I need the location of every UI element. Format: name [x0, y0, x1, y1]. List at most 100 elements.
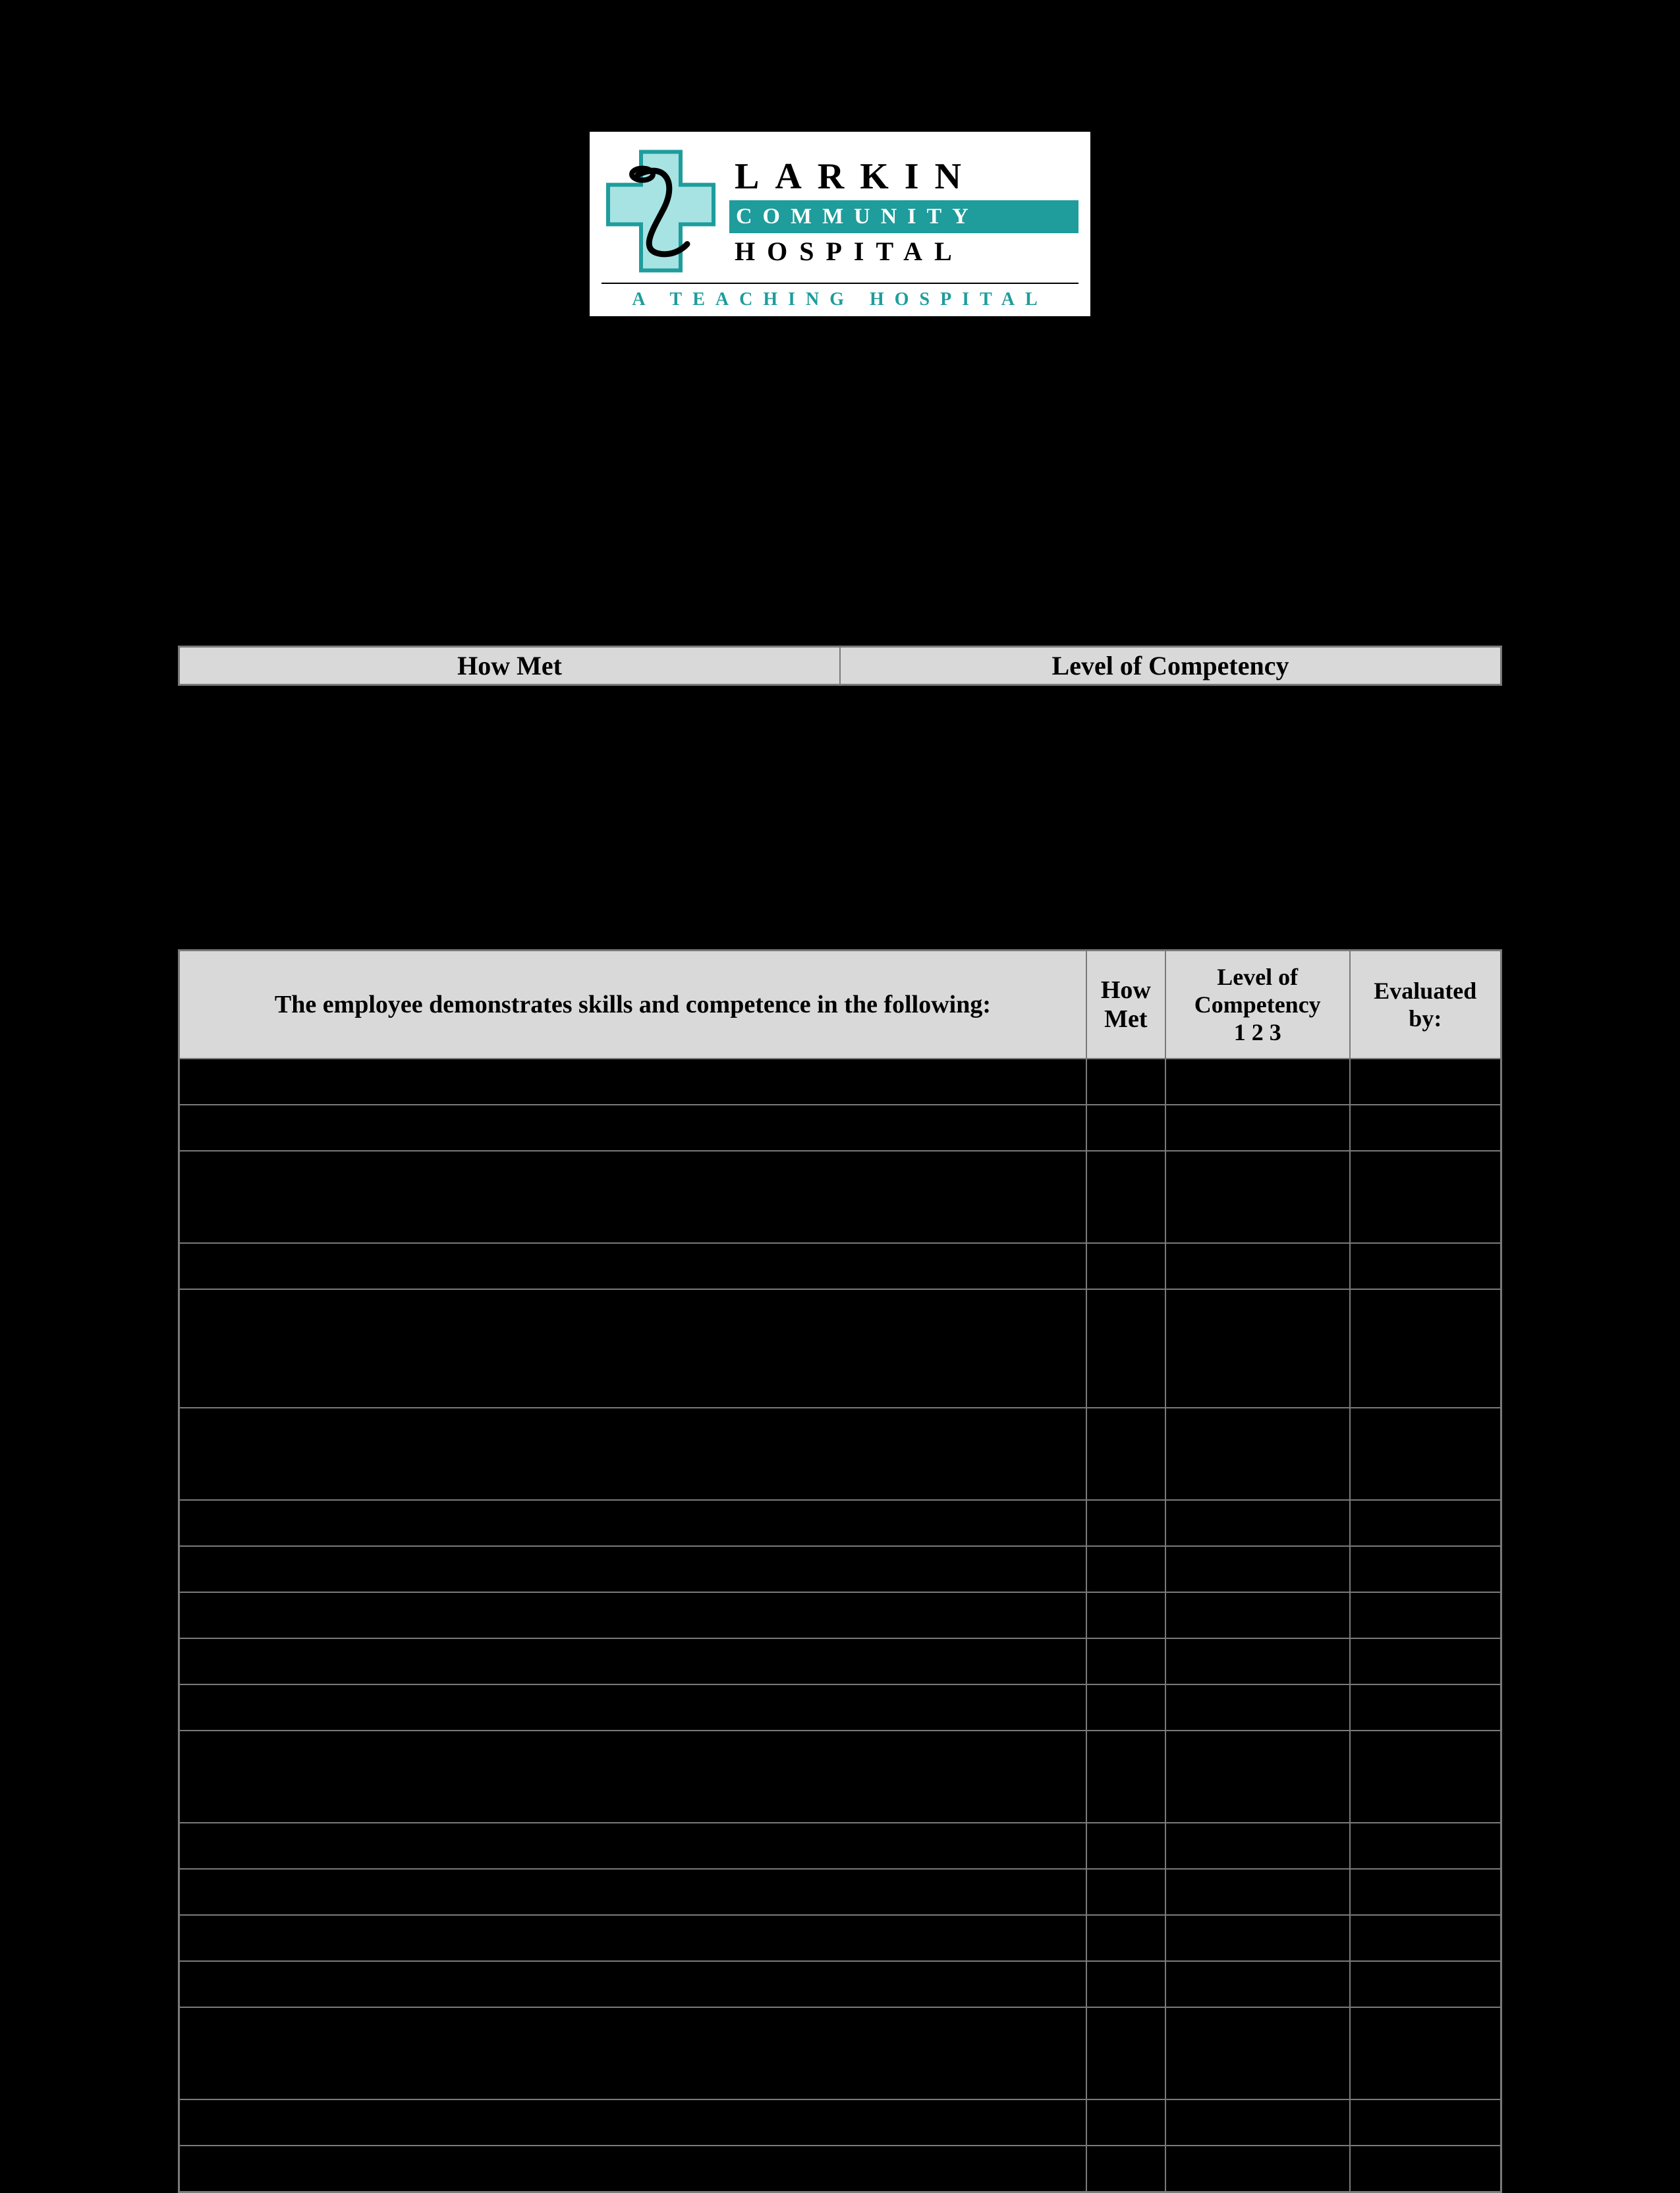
table-row [179, 1915, 1501, 1961]
table-cell [1350, 1638, 1501, 1684]
table-cell [1165, 1823, 1350, 1869]
table-cell [1086, 1869, 1165, 1915]
table-cell [1086, 1059, 1165, 1105]
table-cell [1086, 1408, 1165, 1500]
table-row [179, 1151, 1501, 1243]
logo-line-1: LARKIN [729, 155, 1078, 198]
table-cell [1086, 1500, 1165, 1546]
table-cell [1350, 1151, 1501, 1243]
table-cell [1165, 2146, 1350, 2192]
table-row [179, 1243, 1501, 1289]
table-cell [1350, 1059, 1501, 1105]
table-cell [1350, 1684, 1501, 1731]
comp-header-how: How Met [1086, 951, 1165, 1059]
table-cell [1350, 1500, 1501, 1546]
table-cell [1165, 1059, 1350, 1105]
table-cell [1086, 1289, 1165, 1408]
table-row [179, 1684, 1501, 1731]
table-cell [1086, 1915, 1165, 1961]
table-cell [1086, 1592, 1165, 1638]
table-cell [1086, 2099, 1165, 2146]
table-cell [179, 2007, 1086, 2099]
table-cell [1165, 1105, 1350, 1151]
table-cell [1165, 1915, 1350, 1961]
table-cell [1165, 1961, 1350, 2007]
logo-cross-icon [602, 144, 720, 279]
table-cell [1165, 1684, 1350, 1731]
table-cell [1086, 1638, 1165, 1684]
logo-line-2: COMMUNITY [729, 200, 1078, 233]
table-cell [1165, 1546, 1350, 1592]
logo-tagline: A TEACHING HOSPITAL [602, 283, 1078, 310]
table-cell [1350, 1869, 1501, 1915]
table-cell [1086, 1151, 1165, 1243]
table-cell [1086, 1731, 1165, 1823]
table-cell [1086, 1546, 1165, 1592]
table-cell [1350, 1823, 1501, 1869]
table-cell [1086, 2007, 1165, 2099]
comp-header-level: Level of Competency 1 2 3 [1165, 951, 1350, 1059]
table-cell [179, 1823, 1086, 1869]
hospital-logo: LARKIN COMMUNITY HOSPITAL A TEACHING HOS… [590, 132, 1090, 316]
table-cell [1086, 1105, 1165, 1151]
page: LARKIN COMMUNITY HOSPITAL A TEACHING HOS… [0, 0, 1680, 2174]
table-row [179, 2146, 1501, 2192]
table-cell [1165, 1731, 1350, 1823]
table-row [179, 1500, 1501, 1546]
table-row [179, 2099, 1501, 2146]
table-cell [1165, 1243, 1350, 1289]
table-cell [1350, 1243, 1501, 1289]
table-cell [1165, 1592, 1350, 1638]
logo-line-3: HOSPITAL [729, 236, 1078, 267]
table-cell [179, 1684, 1086, 1731]
legend-how-met: How Met [179, 647, 841, 685]
table-cell [179, 1592, 1086, 1638]
legend-table: How Met Level of Competency [178, 646, 1502, 686]
table-cell [1165, 1869, 1350, 1915]
table-cell [1086, 1684, 1165, 1731]
table-cell [1350, 2099, 1501, 2146]
table-cell [179, 1731, 1086, 1823]
table-row [179, 1105, 1501, 1151]
table-cell [179, 1915, 1086, 1961]
table-cell [179, 2099, 1086, 2146]
table-cell [1165, 2007, 1350, 2099]
table-row [179, 1592, 1501, 1638]
table-cell [179, 1289, 1086, 1408]
table-row [179, 1289, 1501, 1408]
legend-level: Level of Competency [840, 647, 1501, 685]
table-cell [1350, 1105, 1501, 1151]
table-cell [1350, 1731, 1501, 1823]
table-cell [179, 1869, 1086, 1915]
table-cell [1086, 2146, 1165, 2192]
table-cell [1165, 1500, 1350, 1546]
table-cell [179, 1408, 1086, 1500]
table-row [179, 1823, 1501, 1869]
table-cell [179, 2146, 1086, 2192]
table-row [179, 1638, 1501, 1684]
table-cell [1350, 1408, 1501, 1500]
table-cell [1165, 1408, 1350, 1500]
table-cell [1350, 2007, 1501, 2099]
table-cell [179, 1546, 1086, 1592]
comp-header-desc: The employee demonstrates skills and com… [179, 951, 1086, 1059]
table-cell [1086, 1823, 1165, 1869]
table-row [179, 1059, 1501, 1105]
table-cell [1165, 1289, 1350, 1408]
table-cell [1350, 1289, 1501, 1408]
table-cell [1350, 1961, 1501, 2007]
table-cell [1165, 1151, 1350, 1243]
table-cell [1350, 2146, 1501, 2192]
table-cell [1086, 1243, 1165, 1289]
table-row [179, 1408, 1501, 1500]
table-cell [179, 1059, 1086, 1105]
table-cell [1165, 1638, 1350, 1684]
table-row [179, 2007, 1501, 2099]
table-cell [1350, 1915, 1501, 1961]
table-row [179, 1731, 1501, 1823]
table-cell [1350, 1592, 1501, 1638]
table-cell [179, 1500, 1086, 1546]
table-cell [179, 1151, 1086, 1243]
table-cell [179, 1961, 1086, 2007]
table-row [179, 1961, 1501, 2007]
